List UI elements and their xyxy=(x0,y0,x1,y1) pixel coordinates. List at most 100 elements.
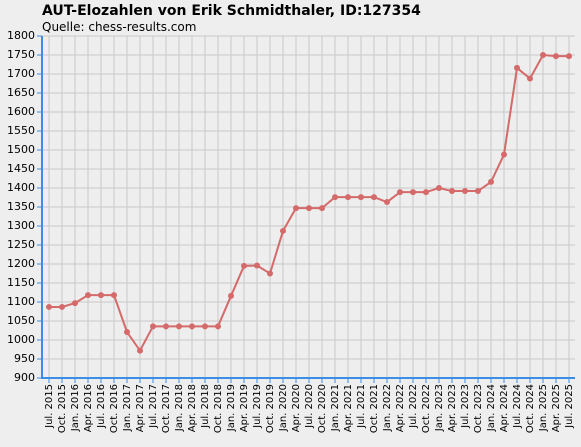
y-tick-label: 1750 xyxy=(7,48,35,61)
point xyxy=(527,75,533,82)
point xyxy=(449,188,455,195)
point xyxy=(306,205,312,212)
y-tick-label: 1500 xyxy=(7,143,35,156)
point xyxy=(332,194,338,201)
x-tick-label: Apr. 2025 xyxy=(551,384,562,432)
x-tick-label: Jul. 2023 xyxy=(460,384,471,429)
x-tick-label: Oct. 2016 xyxy=(109,384,120,433)
x-tick-label: Apr. 2020 xyxy=(291,384,302,432)
chart-subtitle: Quelle: chess-results.com xyxy=(42,20,196,34)
point xyxy=(215,323,221,330)
point xyxy=(345,194,351,201)
x-tick-label: Oct. 2019 xyxy=(265,384,276,433)
x-tick-label: Jul. 2020 xyxy=(304,384,315,429)
chart-title: AUT-Elozahlen von Erik Schmidthaler, ID:… xyxy=(42,3,421,19)
x-tick-label: Apr. 2024 xyxy=(499,384,510,432)
x-tick-label: Jan. 2020 xyxy=(278,384,289,432)
x-tick-label: Jul. 2024 xyxy=(512,384,523,429)
point xyxy=(111,292,117,299)
x-tick-label: Oct. 2020 xyxy=(317,384,328,433)
y-tick-label: 1000 xyxy=(7,333,35,346)
x-tick-label: Jan. 2024 xyxy=(486,384,497,432)
y-tick-label: 950 xyxy=(14,352,35,365)
x-tick-label: Jul. 2017 xyxy=(148,384,159,429)
x-tick-label: Jan. 2021 xyxy=(330,384,341,432)
point xyxy=(410,189,416,196)
y-tick-label: 1150 xyxy=(7,276,35,289)
point xyxy=(228,292,234,299)
x-tick-label: Jul. 2022 xyxy=(408,384,419,429)
point xyxy=(540,52,546,58)
point xyxy=(280,227,286,234)
point xyxy=(319,205,325,212)
x-tick-label: Jan. 2023 xyxy=(434,384,445,432)
x-tick-label: Apr. 2018 xyxy=(187,384,198,432)
y-tick-label: 1450 xyxy=(7,162,35,175)
point xyxy=(176,323,182,330)
point xyxy=(98,292,104,299)
y-tick-label: 1100 xyxy=(7,295,35,308)
y-tick-label: 1700 xyxy=(7,67,35,80)
point xyxy=(553,53,559,60)
x-tick-label: Jul. 2015 xyxy=(44,384,55,429)
point xyxy=(293,205,299,212)
x-tick-label: Jan. 2019 xyxy=(226,384,237,432)
x-tick-label: Jul. 2019 xyxy=(252,384,263,429)
x-tick-label: Jul. 2025 xyxy=(564,384,575,429)
x-tick-label: Apr. 2019 xyxy=(239,384,250,432)
y-tick-label: 1650 xyxy=(7,86,35,99)
x-tick-label: Jan. 2016 xyxy=(70,384,81,432)
point xyxy=(72,300,78,307)
x-tick-label: Apr. 2021 xyxy=(343,384,354,432)
point xyxy=(254,262,260,269)
x-tick-label: Jan. 2022 xyxy=(382,384,393,432)
y-tick-label: 1800 xyxy=(7,29,35,42)
y-tick-label: 1050 xyxy=(7,314,35,327)
x-tick-label: Oct. 2018 xyxy=(213,384,224,433)
point xyxy=(46,303,52,310)
point xyxy=(384,199,390,206)
x-tick-label: Apr. 2016 xyxy=(83,384,94,432)
x-tick-label: Oct. 2022 xyxy=(421,384,432,433)
y-tick-label: 1400 xyxy=(7,181,35,194)
y-tick-label: 900 xyxy=(14,371,35,384)
x-tick-label: Jan. 2025 xyxy=(538,384,549,432)
point xyxy=(475,188,481,195)
x-tick-label: Apr. 2022 xyxy=(395,384,406,432)
point xyxy=(371,194,377,201)
x-tick-label: Oct. 2017 xyxy=(161,384,172,433)
y-tick-label: 1600 xyxy=(7,105,35,118)
x-tick-label: Oct. 2023 xyxy=(473,384,484,433)
y-tick-label: 1200 xyxy=(7,257,35,270)
point xyxy=(488,178,494,185)
x-tick-label: Jul. 2021 xyxy=(356,384,367,429)
x-tick-label: Jan. 2018 xyxy=(174,384,185,432)
point xyxy=(501,151,507,158)
point xyxy=(189,323,195,330)
point xyxy=(85,292,91,299)
point xyxy=(202,323,208,330)
point xyxy=(137,347,143,354)
point xyxy=(267,270,273,277)
point xyxy=(462,188,468,195)
point xyxy=(423,189,429,196)
x-tick-label: Apr. 2017 xyxy=(135,384,146,432)
y-tick-label: 1550 xyxy=(7,124,35,137)
x-tick-label: Oct. 2021 xyxy=(369,384,380,433)
y-tick-label: 1300 xyxy=(7,219,35,232)
x-tick-label: Oct. 2015 xyxy=(57,384,68,433)
point xyxy=(397,189,403,196)
point xyxy=(241,262,247,269)
point xyxy=(150,323,156,330)
x-tick-label: Apr. 2023 xyxy=(447,384,458,432)
x-tick-label: Jul. 2016 xyxy=(96,384,107,429)
point xyxy=(566,53,572,60)
point xyxy=(514,64,520,71)
y-tick-label: 1250 xyxy=(7,238,35,251)
x-tick-label: Oct. 2024 xyxy=(525,384,536,433)
point xyxy=(59,303,65,310)
point xyxy=(358,194,364,201)
point xyxy=(436,185,442,191)
x-tick-label: Jul. 2018 xyxy=(200,384,211,429)
